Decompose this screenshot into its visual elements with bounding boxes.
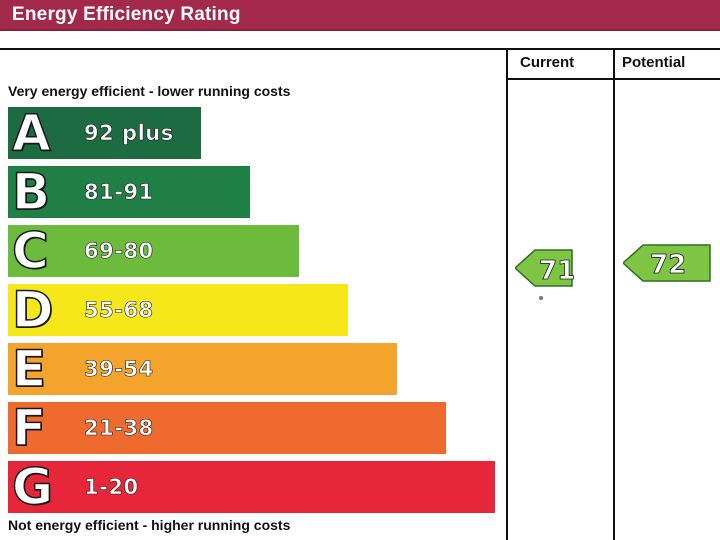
not-efficient-label: Not energy efficient - higher running co… [8, 517, 291, 533]
band-letter: E [11, 340, 47, 398]
band-range: 1-20 [84, 475, 139, 500]
band-range: 81-91 [84, 180, 154, 205]
potential-rating-arrow-shape [623, 244, 711, 282]
band-range: 92 plus [84, 121, 174, 146]
potential-column-left-border [613, 48, 615, 540]
current-rating-value: 71 [539, 256, 575, 286]
potential-column-header: Potential [622, 54, 686, 71]
current-rating-arrow: 71 [515, 249, 576, 287]
band-range: 39-54 [84, 357, 154, 382]
band-range: 55-68 [84, 298, 154, 323]
band-range: 21-38 [84, 416, 154, 441]
band-letter: B [11, 163, 51, 221]
band-b: B 81-91 [8, 166, 250, 218]
current-column-header: Current [520, 54, 575, 71]
band-letter: G [11, 458, 54, 516]
table-top-border [0, 48, 720, 50]
band-a: A 92 plus [8, 107, 201, 159]
potential-rating-value: 72 [650, 250, 686, 280]
band-d: D 55-68 [8, 284, 348, 336]
band-f: F 21-38 [8, 402, 446, 454]
band-g: G 1-20 [8, 461, 495, 513]
band-c: C 69-80 [8, 225, 299, 277]
very-efficient-label: Very energy efficient - lower running co… [8, 83, 291, 99]
speck-dot [539, 296, 543, 300]
band-letter: F [11, 399, 47, 457]
current-rating-arrow-shape [515, 249, 573, 287]
band-letter: A [11, 104, 51, 162]
band-range: 69-80 [84, 239, 154, 264]
page-title: Energy Efficiency Rating [12, 4, 241, 25]
current-column-left-border [506, 48, 508, 540]
band-letter: C [11, 222, 49, 280]
band-letter: D [11, 281, 54, 339]
potential-rating-arrow: 72 [623, 244, 711, 282]
band-e: E 39-54 [8, 343, 397, 395]
title-bar: Energy Efficiency Rating [0, 0, 720, 31]
